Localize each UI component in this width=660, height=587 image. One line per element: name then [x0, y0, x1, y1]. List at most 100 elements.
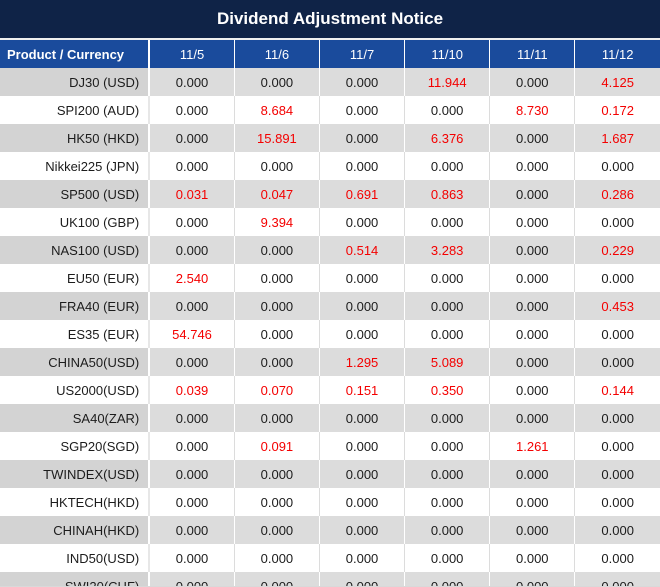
value-cell: 0.229: [574, 236, 660, 264]
value-cell: 0.000: [574, 348, 660, 376]
value-cell: 0.000: [489, 292, 576, 320]
value-cell: 4.125: [574, 68, 660, 96]
value-cell: 0.350: [404, 376, 491, 404]
value-cell: 0.000: [489, 68, 576, 96]
value-cell: 0.000: [404, 208, 491, 236]
value-cell: 0.000: [149, 572, 235, 586]
table-row: SGP20(SGD) 0.000 0.091 0.000 0.000 1.261 0.000: [0, 432, 660, 460]
value-cell: 0.000: [574, 264, 660, 292]
table-row: DJ30 (USD) 0.000 0.000 0.000 11.944 0.000 4.12…: [0, 68, 660, 96]
value-cell: 0.000: [319, 404, 406, 432]
product-cell: ES35 (EUR): [0, 320, 151, 348]
table-row: NAS100 (USD) 0.000 0.000 0.514 3.283 0.000 0.2…: [0, 236, 660, 264]
table-row: Nikkei225 (JPN) 0.000 0.000 0.000 0.000 0.000…: [0, 152, 660, 180]
table-row: SA40(ZAR) 0.000 0.000 0.000 0.000 0.000 0.000: [0, 404, 660, 432]
value-cell: 1.295: [319, 348, 406, 376]
value-cell: 0.000: [234, 460, 320, 488]
value-cell: 0.091: [234, 432, 320, 460]
table-body: DJ30 (USD) 0.000 0.000 0.000 11.944 0.000 4.12…: [0, 68, 660, 586]
table-row: US2000(USD) 0.039 0.070 0.151 0.350 0.000 0.14…: [0, 376, 660, 404]
table-row: UK100 (GBP) 0.000 9.394 0.000 0.000 0.000 0.00…: [0, 208, 660, 236]
value-cell: 0.000: [149, 152, 235, 180]
value-cell: 0.000: [489, 348, 576, 376]
value-cell: 0.000: [319, 432, 406, 460]
value-cell: 0.000: [404, 460, 491, 488]
value-cell: 0.039: [149, 376, 235, 404]
value-cell: 0.000: [489, 516, 576, 544]
value-cell: 0.000: [149, 208, 235, 236]
value-cell: 0.000: [404, 96, 491, 124]
value-cell: 0.000: [489, 264, 576, 292]
value-cell: 0.000: [319, 292, 406, 320]
value-cell: 0.000: [149, 544, 235, 572]
value-cell: 0.000: [574, 432, 660, 460]
table-row: SP500 (USD) 0.031 0.047 0.691 0.863 0.000 0.28…: [0, 180, 660, 208]
table-row: ES35 (EUR) 54.746 0.000 0.000 0.000 0.000 0.00…: [0, 320, 660, 348]
value-cell: 0.000: [234, 236, 320, 264]
product-cell: SA40(ZAR): [0, 404, 151, 432]
value-cell: 0.000: [489, 544, 576, 572]
value-cell: 0.000: [489, 376, 576, 404]
column-header-date: 11/5: [149, 40, 235, 68]
value-cell: 0.000: [319, 68, 406, 96]
product-cell: SWI20(CHF): [0, 572, 151, 586]
value-cell: 0.000: [149, 488, 235, 516]
value-cell: 0.000: [149, 124, 235, 152]
value-cell: 0.000: [234, 544, 320, 572]
value-cell: 0.000: [149, 68, 235, 96]
value-cell: 0.000: [574, 152, 660, 180]
value-cell: 0.000: [574, 488, 660, 516]
column-header-date: 11/12: [574, 40, 660, 68]
value-cell: 0.000: [234, 320, 320, 348]
value-cell: 0.000: [234, 292, 320, 320]
product-cell: UK100 (GBP): [0, 208, 151, 236]
table-row: FRA40 (EUR) 0.000 0.000 0.000 0.000 0.000 0.45…: [0, 292, 660, 320]
value-cell: 0.000: [574, 460, 660, 488]
value-cell: 0.000: [319, 124, 406, 152]
product-cell: IND50(USD): [0, 544, 151, 572]
page-title: Dividend Adjustment Notice: [216, 9, 444, 28]
value-cell: 0.000: [574, 320, 660, 348]
value-cell: 0.000: [489, 488, 576, 516]
column-header-date: 11/11: [489, 40, 576, 68]
value-cell: 0.000: [319, 152, 406, 180]
product-cell: HK50 (HKD): [0, 124, 151, 152]
value-cell: 0.000: [404, 488, 491, 516]
column-header-product: Product / Currency: [0, 40, 151, 68]
product-cell: DJ30 (USD): [0, 68, 151, 96]
product-cell: CHINA50(USD): [0, 348, 151, 376]
table-row: HKTECH(HKD) 0.000 0.000 0.000 0.000 0.000 0.00…: [0, 488, 660, 516]
value-cell: 0.000: [489, 124, 576, 152]
value-cell: 2.540: [149, 264, 235, 292]
value-cell: 0.000: [574, 572, 660, 586]
value-cell: 0.047: [234, 180, 320, 208]
value-cell: 0.000: [489, 208, 576, 236]
value-cell: 5.089: [404, 348, 491, 376]
value-cell: 0.000: [234, 348, 320, 376]
table-row: SWI20(CHF) 0.000 0.000 0.000 0.000 0.000 0.000: [0, 572, 660, 586]
table-row: HK50 (HKD) 0.000 15.891 0.000 6.376 0.000 1.68…: [0, 124, 660, 152]
value-cell: 0.000: [319, 264, 406, 292]
value-cell: 0.000: [404, 320, 491, 348]
column-header-date: 11/10: [404, 40, 491, 68]
value-cell: 0.000: [319, 96, 406, 124]
value-cell: 1.687: [574, 124, 660, 152]
table-row: IND50(USD) 0.000 0.000 0.000 0.000 0.000 0.000: [0, 544, 660, 572]
value-cell: 0.000: [489, 404, 576, 432]
value-cell: 0.000: [319, 460, 406, 488]
product-cell: Nikkei225 (JPN): [0, 152, 151, 180]
value-cell: 0.000: [319, 572, 406, 586]
table-header: Product / Currency 11/5 11/6 11/7 11/10 11/1…: [0, 40, 660, 68]
value-cell: 0.000: [234, 68, 320, 96]
value-cell: 0.000: [404, 516, 491, 544]
product-cell: HKTECH(HKD): [0, 488, 151, 516]
value-cell: 0.000: [234, 264, 320, 292]
title-bar: Dividend Adjustment Notice: [0, 0, 660, 40]
value-cell: 54.746: [149, 320, 235, 348]
value-cell: 0.453: [574, 292, 660, 320]
value-cell: 8.684: [234, 96, 320, 124]
header-row: Product / Currency 11/5 11/6 11/7 11/10 11/1…: [0, 40, 660, 68]
value-cell: 0.000: [404, 432, 491, 460]
product-cell: SPI200 (AUD): [0, 96, 151, 124]
product-cell: SP500 (USD): [0, 180, 151, 208]
